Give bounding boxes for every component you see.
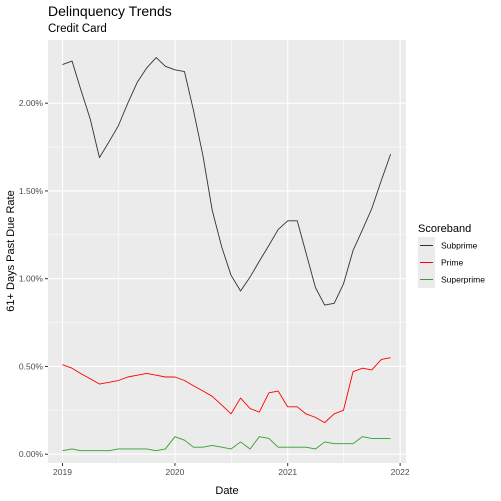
grid-lines [48, 40, 406, 463]
y-tick-label: 0.00% [19, 449, 44, 459]
series-line-subprime [62, 57, 392, 306]
x-axis-title: Date [215, 485, 238, 497]
y-axis-title: 61+ Days Past Due Rate [5, 190, 17, 311]
legend: Scoreband Subprime Prime Superprime [418, 223, 485, 288]
chart-subtitle: Credit Card [48, 23, 107, 35]
plot-panel [48, 40, 406, 463]
legend-title: Scoreband [418, 223, 471, 235]
y-axis-ticks: 0.00% 0.50% 1.00% 1.50% 2.00% [19, 98, 48, 459]
x-tick-label: 2020 [165, 467, 184, 477]
y-tick-label: 1.00% [19, 274, 44, 284]
legend-label-superprime: Superprime [441, 275, 485, 285]
x-tick-label: 2022 [391, 467, 410, 477]
y-tick-label: 2.00% [19, 98, 44, 108]
x-tick-label: 2019 [53, 467, 72, 477]
series-line-prime [62, 357, 391, 424]
series-lines [62, 57, 392, 452]
y-tick-label: 0.50% [19, 361, 44, 371]
legend-label-prime: Prime [441, 258, 463, 268]
x-axis-ticks: 2019 2020 2021 2022 [53, 463, 410, 477]
x-tick-label: 2021 [278, 467, 297, 477]
y-tick-label: 1.50% [19, 186, 44, 196]
series-line-superprime [62, 436, 391, 452]
chart-title: Delinquency Trends [48, 3, 172, 19]
legend-label-subprime: Subprime [441, 241, 478, 251]
